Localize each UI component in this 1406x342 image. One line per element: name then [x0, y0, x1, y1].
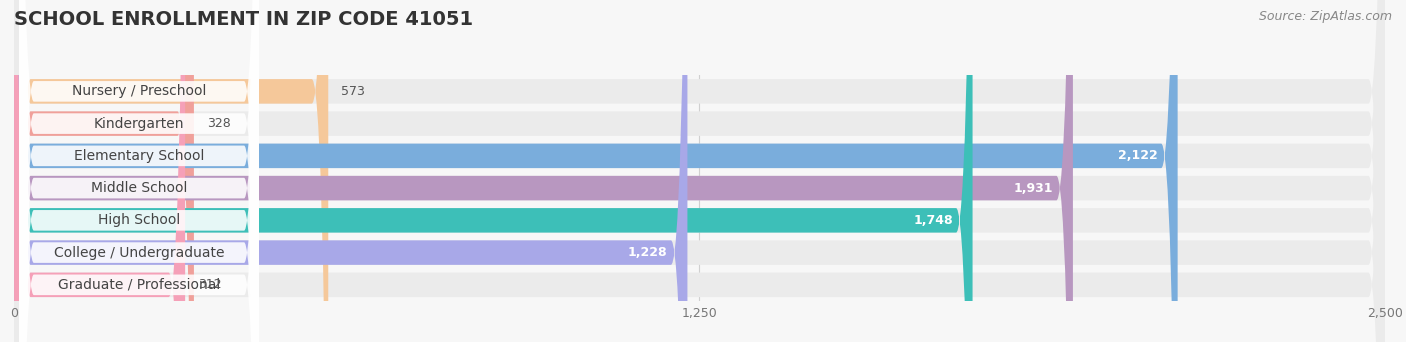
Text: High School: High School: [98, 213, 180, 227]
Text: SCHOOL ENROLLMENT IN ZIP CODE 41051: SCHOOL ENROLLMENT IN ZIP CODE 41051: [14, 10, 474, 29]
FancyBboxPatch shape: [20, 0, 259, 342]
FancyBboxPatch shape: [14, 0, 1385, 342]
FancyBboxPatch shape: [20, 0, 259, 342]
FancyBboxPatch shape: [14, 0, 1385, 342]
FancyBboxPatch shape: [14, 0, 186, 342]
Text: 328: 328: [207, 117, 231, 130]
Text: 1,748: 1,748: [912, 214, 953, 227]
Text: Source: ZipAtlas.com: Source: ZipAtlas.com: [1258, 10, 1392, 23]
FancyBboxPatch shape: [20, 0, 259, 342]
FancyBboxPatch shape: [20, 0, 259, 342]
Text: 2,122: 2,122: [1118, 149, 1159, 162]
Text: 573: 573: [342, 85, 366, 98]
Text: Middle School: Middle School: [91, 181, 187, 195]
FancyBboxPatch shape: [14, 0, 194, 342]
FancyBboxPatch shape: [14, 0, 1385, 342]
Text: College / Undergraduate: College / Undergraduate: [53, 246, 224, 260]
FancyBboxPatch shape: [14, 0, 973, 342]
FancyBboxPatch shape: [14, 0, 1385, 342]
FancyBboxPatch shape: [14, 0, 328, 342]
FancyBboxPatch shape: [14, 0, 1385, 342]
FancyBboxPatch shape: [20, 0, 259, 342]
FancyBboxPatch shape: [14, 0, 1385, 342]
FancyBboxPatch shape: [20, 0, 259, 342]
Text: Nursery / Preschool: Nursery / Preschool: [72, 84, 207, 98]
FancyBboxPatch shape: [14, 0, 1073, 342]
Text: Elementary School: Elementary School: [73, 149, 204, 163]
Text: 1,931: 1,931: [1014, 182, 1053, 195]
FancyBboxPatch shape: [14, 0, 1385, 342]
Text: Graduate / Professional: Graduate / Professional: [58, 278, 221, 292]
Text: 1,228: 1,228: [628, 246, 668, 259]
FancyBboxPatch shape: [14, 0, 1178, 342]
FancyBboxPatch shape: [14, 0, 688, 342]
FancyBboxPatch shape: [20, 0, 259, 342]
Text: Kindergarten: Kindergarten: [94, 117, 184, 131]
Text: 312: 312: [198, 278, 222, 291]
